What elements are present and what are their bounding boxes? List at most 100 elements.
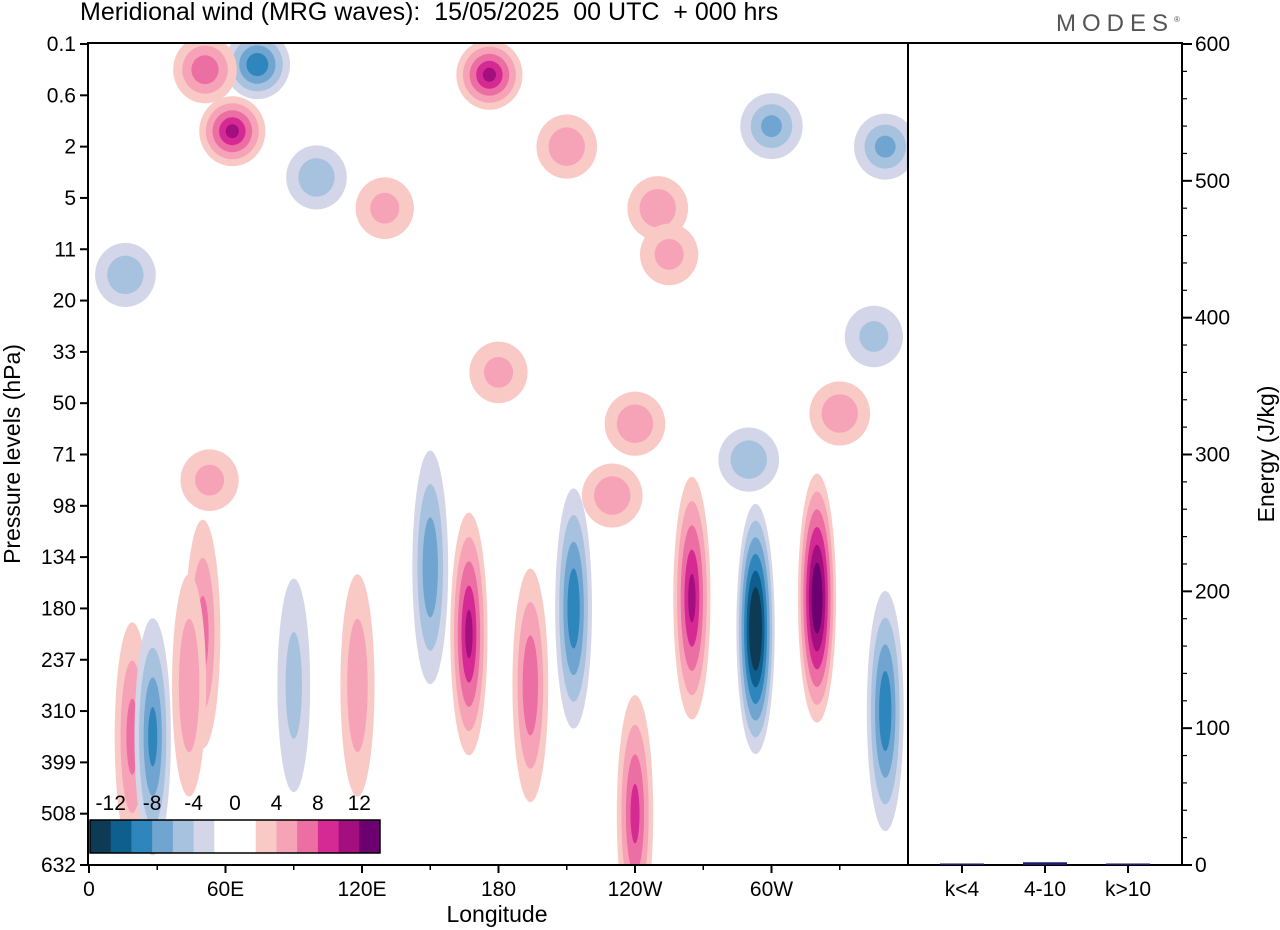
wind-contour: [246, 52, 269, 77]
pressure-tick-label: 0.1: [47, 33, 76, 56]
longitude-tick-label: 60E: [207, 878, 244, 901]
colorbar-swatch: [235, 820, 257, 853]
longitude-tick-label: 120E: [337, 878, 386, 901]
pressure-tick-label: 71: [53, 444, 76, 467]
pressure-tick-label: 399: [41, 751, 76, 774]
wind-contour: [225, 124, 239, 139]
energy-tick-label: 0: [1195, 854, 1207, 877]
colorbar-swatch: [359, 820, 381, 853]
longitude-tick-label: 180: [481, 878, 516, 901]
longitude-tick-label: 0: [83, 878, 95, 901]
pressure-tick-label: 508: [41, 803, 76, 826]
wind-contour: [482, 67, 497, 82]
wind-contour: [191, 55, 219, 85]
wind-contour: [422, 517, 438, 618]
pressure-tick-label: 20: [53, 290, 76, 313]
colorbar-label: 0: [229, 792, 241, 815]
wind-contour: [522, 635, 539, 736]
wind-contour: [730, 440, 767, 479]
pressure-tick-label: 0.6: [47, 84, 76, 107]
wind-contour: [107, 255, 144, 295]
pressure-tick-label: 134: [41, 546, 76, 569]
wind-contour: [639, 188, 676, 228]
colorbar-label: 8: [312, 792, 324, 815]
energy-tick-label: 600: [1195, 33, 1230, 56]
logo-text: MODES: [1056, 10, 1175, 37]
wind-contour: [465, 609, 473, 659]
longitude-axis: 0 60E 120E 180 120W 60W: [83, 865, 841, 901]
pressure-tick-label: 98: [53, 495, 76, 518]
wind-contour: [594, 476, 631, 515]
colorbar-frame: [89, 819, 381, 854]
colorbar-swatch: [110, 820, 132, 853]
colorbar-swatch: [172, 820, 195, 853]
pressure-tick-label: 5: [64, 187, 76, 210]
wavenumber-label: k>10: [1105, 878, 1151, 901]
colorbar-swatch: [214, 820, 236, 853]
energy-axis: 0 100 200 300 400 500 600: [1182, 33, 1230, 877]
wind-contour: [874, 135, 896, 158]
pressure-tick-label: 33: [53, 341, 76, 364]
energy-tick-label: 400: [1195, 307, 1230, 330]
colorbar: -12 -8 -4 0 4 8 12: [89, 792, 381, 854]
colorbar-swatch: [317, 820, 340, 853]
wavenumber-label: k<4: [945, 878, 980, 901]
colorbar-label: -12: [96, 792, 126, 815]
colorbar-swatch: [255, 820, 277, 853]
colorbar-swatch: [90, 820, 112, 853]
wind-contour: [749, 587, 762, 671]
energy-tick-label: 300: [1195, 444, 1230, 467]
wind-contour: [688, 573, 696, 623]
modes-logo: MODES®: [1056, 10, 1180, 38]
wind-contour: [811, 562, 823, 634]
energy-bar: [1023, 862, 1067, 865]
energy-bar: [1106, 863, 1151, 865]
colorbar-label: -4: [184, 792, 203, 815]
wind-contour: [148, 707, 158, 767]
pressure-tick-label: 237: [41, 649, 76, 672]
wind-contour: [616, 404, 654, 443]
colorbar-swatch: [131, 820, 153, 853]
wind-contour: [630, 784, 640, 844]
pressure-tick-label: 11: [54, 238, 76, 261]
wind-contour: [483, 357, 514, 388]
energy-tick-label: 200: [1195, 580, 1230, 603]
wind-contour: [821, 394, 858, 433]
longitude-tick-label: 60W: [750, 878, 793, 901]
pressure-tick-label: 50: [53, 392, 76, 415]
energy-bar: [939, 863, 984, 865]
longitude-tick-label: 120W: [608, 878, 663, 901]
colorbar-label: 12: [348, 792, 371, 815]
energy-tick-label: 500: [1195, 170, 1230, 193]
pressure-axis: 0.1 0.6 2 5 11 20 33 50 71 98 134 180 237 310 399 508 63…: [41, 33, 88, 877]
wind-contour: [298, 158, 335, 197]
wind-contour: [859, 321, 889, 352]
wind-field: [95, 44, 908, 865]
colorbar-swatch: [338, 820, 360, 853]
pressure-tick-label: 2: [64, 136, 76, 159]
pressure-tick-label: 180: [41, 597, 76, 620]
chart-title: Meridional wind (MRG waves): 15/05/2025 …: [80, 0, 779, 26]
energy-bars: k<4 4-10 k>10: [939, 862, 1151, 901]
pressure-tick-label: 310: [41, 700, 76, 723]
wind-contour: [548, 127, 585, 166]
energy-tick-label: 100: [1195, 717, 1230, 740]
wavenumber-label: 4-10: [1024, 878, 1066, 901]
energy-axis-label: Energy (J/kg): [1253, 386, 1279, 523]
wind-contour: [654, 238, 684, 270]
wind-contour: [879, 671, 892, 752]
wind-contour: [347, 618, 368, 753]
wind-contour: [761, 115, 782, 138]
x-axis-label: Longitude: [446, 901, 547, 927]
colorbar-swatch: [152, 820, 174, 853]
wind-contour: [195, 464, 225, 496]
colorbar-swatch: [193, 820, 215, 853]
colorbar-label: -8: [143, 792, 162, 815]
colorbar-label: 4: [271, 792, 283, 815]
pressure-tick-label: 632: [41, 854, 76, 877]
y-axis-label: Pressure levels (hPa): [0, 344, 25, 564]
wind-contour: [285, 632, 302, 739]
colorbar-swatch: [297, 820, 319, 853]
colorbar-swatch: [276, 820, 298, 853]
